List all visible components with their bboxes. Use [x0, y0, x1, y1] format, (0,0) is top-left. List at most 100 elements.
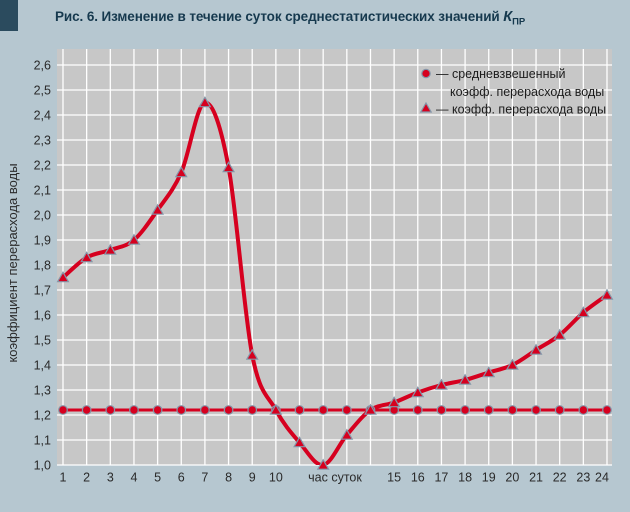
data-point-triangle [245, 348, 259, 360]
avg-data-point-dot [436, 405, 447, 415]
data-point-triangle [553, 328, 567, 340]
x-tick-label: 21 [529, 471, 543, 485]
legend-label-line3: — коэфф. перерасхода воды [436, 103, 606, 117]
x-tick-label: 22 [553, 471, 567, 485]
avg-data-point-dot [176, 405, 187, 415]
data-point-triangle [458, 373, 472, 385]
avg-data-point-dot [483, 405, 494, 415]
y-tick-label: 2,6 [34, 59, 51, 73]
avg-data-point-dot [152, 405, 163, 415]
x-tick-label: 6 [178, 471, 185, 485]
legend-dot-marker [421, 68, 431, 79]
data-point-triangle [505, 358, 519, 370]
x-axis-ticks: 1 2 3 4 5 6 7 8 9 10 15 16 17 18 19 20 21 22 23 24 [60, 471, 609, 485]
data-point-triangle [293, 436, 306, 448]
k-symbol: К [503, 9, 513, 25]
avg-data-point-dot [554, 405, 565, 415]
data-point-triangle [576, 306, 590, 318]
y-axis-title: коэффициент перерасхода воды [5, 163, 20, 362]
y-tick-label: 1,8 [34, 259, 51, 273]
avg-data-point-dot [460, 405, 470, 415]
y-tick-label: 1,2 [34, 409, 51, 423]
y-tick-label: 1,0 [34, 459, 51, 473]
x-tick-label: 2 [83, 471, 90, 485]
data-point-triangle [482, 366, 496, 378]
y-tick-label: 2,0 [34, 209, 51, 223]
avg-data-point-dot [531, 405, 541, 415]
data-point-triangle [80, 251, 94, 263]
avg-data-point-dot [223, 405, 234, 415]
data-point-triangle [434, 378, 448, 390]
figure-title: Рис. 6. Изменение в течение суток средне… [55, 9, 525, 28]
data-point-triangle [316, 458, 330, 470]
y-tick-label: 2,2 [34, 159, 51, 173]
avg-data-point-dot [129, 405, 139, 415]
data-point-triangle [198, 96, 212, 108]
y-tick-label: 2,5 [34, 84, 51, 98]
data-point-triangle [600, 288, 614, 300]
y-tick-label: 2,1 [34, 184, 51, 198]
data-point-triangle [364, 403, 377, 415]
y-tick-label: 2,4 [34, 109, 51, 123]
y-tick-label: 1,3 [34, 384, 51, 398]
x-tick-label: 20 [505, 471, 519, 485]
x-tick-label: 24 [595, 471, 609, 485]
plot-background [57, 49, 612, 465]
x-tick-label: 3 [107, 471, 114, 485]
x-tick-label: 19 [482, 471, 496, 485]
y-tick-label: 1,6 [34, 309, 51, 323]
chart-legend: — средневзвешенный коэфф. перерасхода во… [419, 67, 606, 117]
x-tick-label: 18 [458, 471, 472, 485]
x-tick-label: 8 [225, 471, 232, 485]
y-axis-ticks: 1,0 1,1 1,2 1,3 1,4 1,5 1,6 1,7 1,8 1,9 2,0 2,1 2,2 2… [34, 59, 51, 473]
data-point-triangle [151, 203, 165, 215]
avg-data-point-dot [341, 405, 352, 415]
plot-area [57, 49, 612, 465]
avg-data-point-dot [247, 405, 258, 415]
y-tick-label: 1,7 [34, 284, 51, 298]
avg-data-point-dot [105, 405, 116, 415]
data-point-triangle [387, 396, 401, 408]
x-tick-label: 7 [201, 471, 208, 485]
y-tick-label: 1,5 [34, 334, 51, 348]
title-accent-block [0, 0, 18, 31]
avg-data-point-dot [58, 405, 68, 415]
data-point-triangle [222, 161, 236, 173]
main-series-markers [56, 96, 614, 470]
x-tick-label: 10 [269, 471, 283, 485]
avg-series-markers [58, 405, 612, 415]
data-point-triangle [103, 243, 117, 255]
figure-title-text: Рис. 6. Изменение в течение суток средне… [55, 9, 504, 24]
data-point-triangle [411, 386, 425, 398]
avg-data-point-dot [81, 405, 92, 415]
legend-triangle-marker [419, 101, 433, 113]
x-tick-label: 15 [387, 471, 401, 485]
legend-label-line1: — средневзвешенный [436, 67, 565, 81]
data-point-triangle [174, 166, 188, 178]
avg-data-point-dot [507, 405, 518, 415]
avg-data-point-dot [318, 405, 329, 415]
y-tick-label: 1,9 [34, 234, 51, 248]
data-point-triangle [127, 233, 141, 245]
data-point-triangle [56, 271, 70, 283]
avg-data-point-dot [294, 405, 305, 415]
avg-data-point-dot [412, 405, 423, 415]
avg-data-point-dot [602, 405, 612, 415]
k-subscript: ПР [512, 16, 526, 28]
y-tick-label: 2,3 [34, 134, 51, 148]
y-tick-label: 1,4 [34, 359, 51, 373]
y-tick-label: 1,1 [34, 434, 51, 448]
x-tick-label: 16 [411, 471, 425, 485]
x-tick-label: 23 [576, 471, 590, 485]
data-point-triangle [529, 343, 543, 355]
x-tick-label: 1 [60, 471, 67, 485]
x-axis-label: час суток [308, 471, 362, 485]
data-point-triangle [269, 403, 283, 415]
data-point-triangle [340, 428, 354, 440]
avg-data-point-dot [200, 405, 210, 415]
legend-label-line2: коэфф. перерасхода воды [450, 85, 604, 99]
avg-data-point-dot [578, 405, 589, 415]
x-tick-label: 5 [154, 471, 161, 485]
